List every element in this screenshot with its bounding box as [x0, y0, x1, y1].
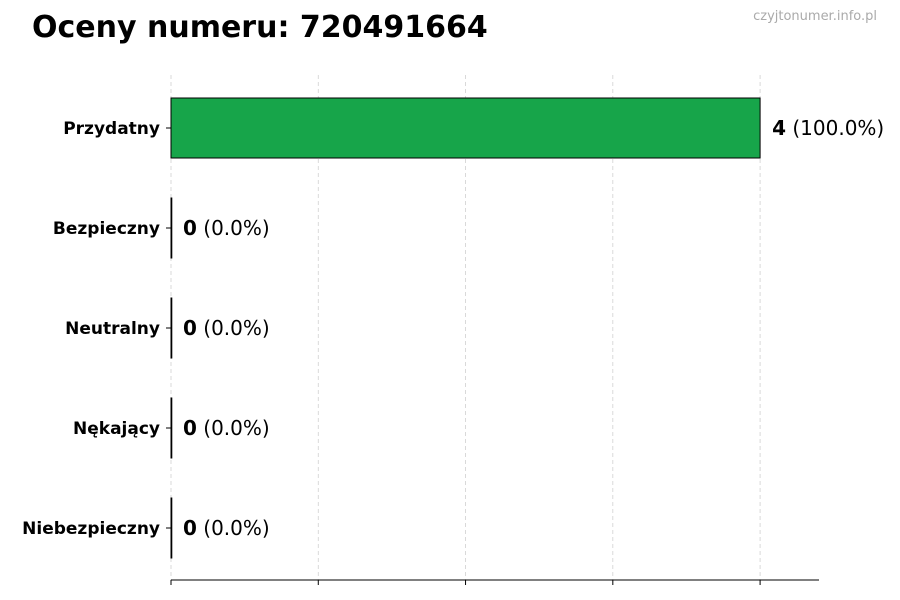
data-label-value: 0 [183, 516, 197, 540]
data-label-percent: (0.0%) [197, 516, 270, 540]
category-label: Bezpieczny [53, 219, 160, 239]
bar [170, 197, 173, 259]
category-label: Neutralny [65, 319, 160, 339]
data-label: 0 (0.0%) [183, 216, 270, 240]
bar [170, 397, 173, 459]
data-label-percent: (0.0%) [197, 316, 270, 340]
data-label-percent: (0.0%) [197, 216, 270, 240]
data-label: 0 (0.0%) [183, 316, 270, 340]
bar [170, 97, 761, 159]
category-label: Przydatny [63, 119, 160, 139]
data-label: 0 (0.0%) [183, 516, 270, 540]
category-label: Niebezpieczny [22, 519, 160, 539]
data-label: 4 (100.0%) [772, 116, 884, 140]
data-label-value: 0 [183, 416, 197, 440]
watermark: czyjtonumer.info.pl [753, 9, 877, 24]
data-label: 0 (0.0%) [183, 416, 270, 440]
data-label-percent: (100.0%) [786, 116, 884, 140]
data-label-value: 4 [772, 116, 786, 140]
category-label: Nękający [73, 419, 160, 439]
data-label-percent: (0.0%) [197, 416, 270, 440]
data-label-value: 0 [183, 316, 197, 340]
data-label-value: 0 [183, 216, 197, 240]
chart-title: Oceny numeru: 720491664 [32, 10, 488, 45]
bar [170, 297, 173, 359]
bar [170, 497, 173, 559]
